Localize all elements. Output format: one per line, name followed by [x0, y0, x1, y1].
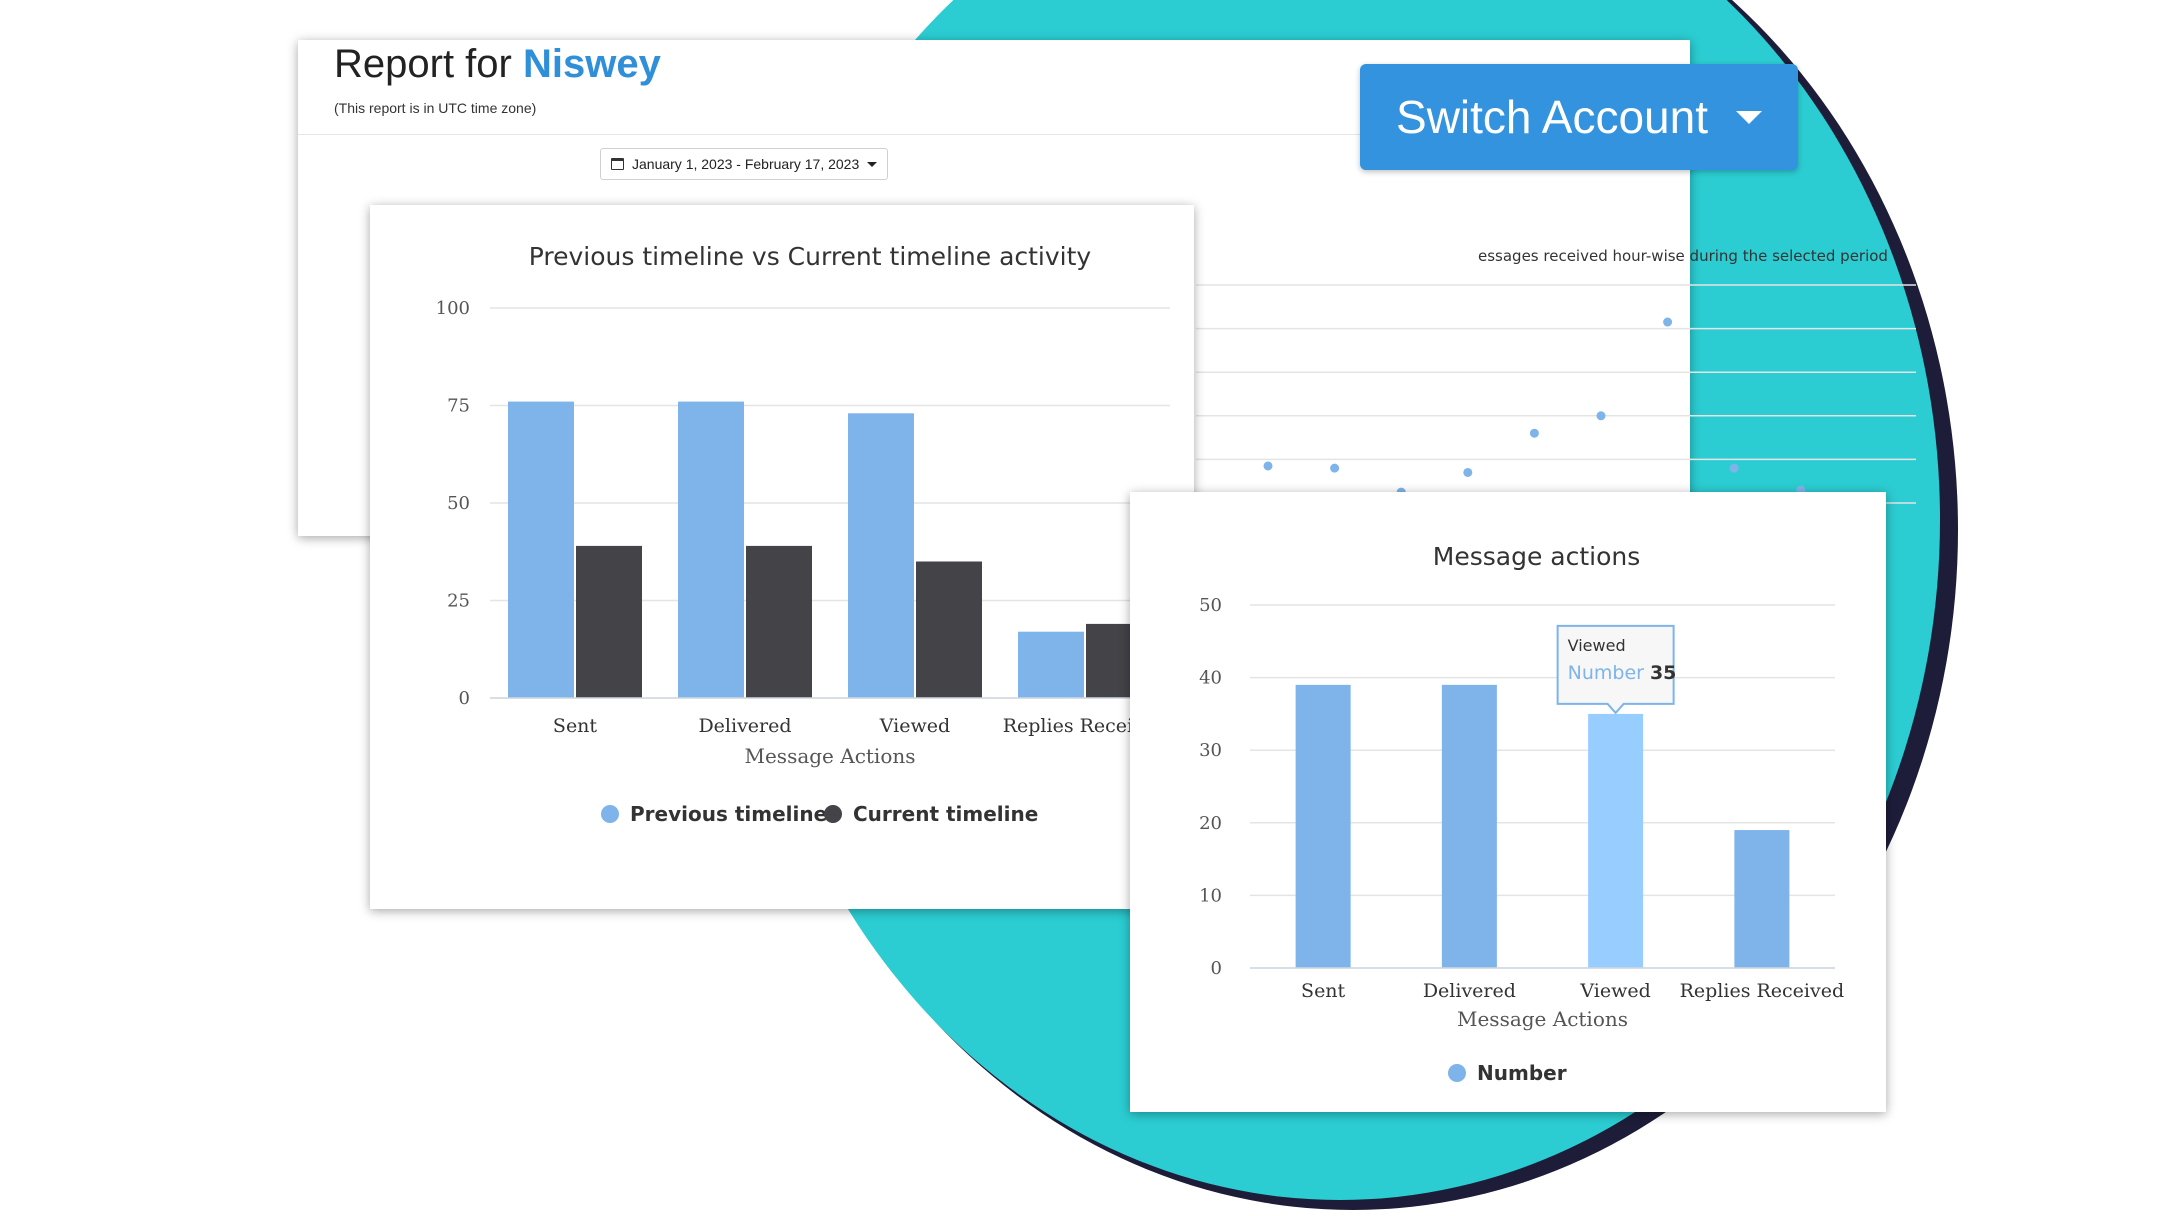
actions-legend-marker: [1448, 1064, 1466, 1082]
actions-y-tick: 50: [1199, 595, 1222, 616]
timeline-comparison-panel: Previous timeline vs Current timeline ac…: [370, 205, 1194, 909]
tooltip-box: [1556, 624, 1675, 715]
hourly-point[interactable]: [1663, 317, 1673, 327]
actions-y-tick: 10: [1199, 885, 1222, 906]
message-actions-panel: Message actions 0 10 20 30 40 50 Sent Delivered V…: [1130, 492, 1886, 1112]
bar-tooltip: Viewed Number 35: [1556, 624, 1677, 715]
actions-bar-sent-number[interactable]: [1295, 684, 1351, 968]
switch-account-label: Switch Account: [1396, 91, 1708, 143]
compare-bar-replies-received-previous-timeline[interactable]: [1018, 631, 1084, 698]
compare-legend-marker: [601, 805, 619, 823]
compare-legend-item[interactable]: Current timeline: [853, 802, 1038, 826]
report-title-prefix: Report for: [334, 42, 512, 86]
actions-x-tick: Delivered: [1423, 980, 1516, 1002]
compare-bar-delivered-current-timeline[interactable]: [746, 545, 812, 698]
actions-x-tick: Replies Received: [1680, 980, 1845, 1002]
divider: [298, 134, 1690, 135]
date-range-picker[interactable]: January 1, 2023 - February 17, 2023: [600, 148, 889, 180]
tooltip-value: 35: [1650, 662, 1676, 684]
compare-y-tick: 100: [436, 298, 470, 319]
compare-y-tick: 25: [447, 591, 470, 612]
actions-x-axis-label: Message Actions: [1457, 1007, 1628, 1031]
compare-x-tick: Delivered: [698, 715, 791, 737]
account-name: Niswey: [522, 42, 661, 86]
compare-bar-sent-current-timeline[interactable]: [576, 545, 642, 698]
compare-y-tick: 50: [447, 493, 470, 514]
switch-account-button[interactable]: Switch Account: [1360, 64, 1798, 170]
hourly-point[interactable]: [1529, 428, 1539, 438]
compare-x-tick: Viewed: [879, 715, 950, 737]
actions-y-tick: 40: [1199, 668, 1222, 689]
hourly-point[interactable]: [1463, 467, 1473, 477]
compare-legend-marker: [824, 805, 842, 823]
hourly-chart-title: essages received hour-wise during the se…: [1478, 247, 1888, 265]
actions-x-tick: Viewed: [1579, 980, 1650, 1002]
compare-bar-sent-previous-timeline[interactable]: [508, 401, 574, 698]
compare-y-tick: 0: [459, 688, 470, 709]
hourly-point[interactable]: [1263, 461, 1273, 471]
actions-bar-delivered-number[interactable]: [1441, 684, 1497, 968]
hourly-point[interactable]: [1729, 463, 1739, 473]
date-range-value: January 1, 2023 - February 17, 2023: [632, 156, 860, 172]
compare-x-tick: Replies Received: [1003, 715, 1168, 737]
tooltip-value-line: Number 35: [1568, 662, 1677, 684]
hourly-point[interactable]: [1596, 411, 1606, 421]
message-actions-chart: Message actions 0 10 20 30 40 50 Sent Delivered V…: [1199, 542, 1845, 1085]
actions-y-tick: 30: [1199, 740, 1222, 761]
calendar-icon: [611, 158, 624, 170]
compare-bar-viewed-current-timeline[interactable]: [916, 561, 982, 699]
compare-chart-title: Previous timeline vs Current timeline ac…: [529, 242, 1092, 271]
page-title: Report for Niswey: [334, 42, 661, 87]
compare-y-tick: 75: [447, 396, 470, 417]
tooltip-category: Viewed: [1568, 636, 1626, 655]
actions-legend-item[interactable]: Number: [1477, 1061, 1567, 1085]
compare-x-tick: Sent: [553, 715, 597, 737]
actions-chart-title: Message actions: [1433, 542, 1641, 571]
compare-x-axis-label: Message Actions: [744, 744, 915, 768]
actions-y-tick: 20: [1199, 813, 1222, 834]
actions-y-tick: 0: [1211, 958, 1222, 979]
compare-bar-delivered-previous-timeline[interactable]: [678, 401, 744, 698]
actions-bar-replies-received-number[interactable]: [1734, 830, 1790, 968]
caret-down-icon: [1735, 110, 1762, 124]
actions-x-tick: Sent: [1301, 980, 1345, 1002]
timeline-comparison-chart: Previous timeline vs Current timeline ac…: [436, 242, 1170, 826]
chevron-down-icon: [867, 161, 878, 167]
compare-bar-viewed-previous-timeline[interactable]: [848, 413, 914, 698]
tooltip-series: Number: [1568, 662, 1645, 684]
timezone-note: (This report is in UTC time zone): [334, 100, 537, 116]
actions-bar-viewed-number[interactable]: [1588, 713, 1644, 968]
hourly-point[interactable]: [1330, 463, 1340, 473]
compare-legend-item[interactable]: Previous timeline: [630, 802, 827, 826]
